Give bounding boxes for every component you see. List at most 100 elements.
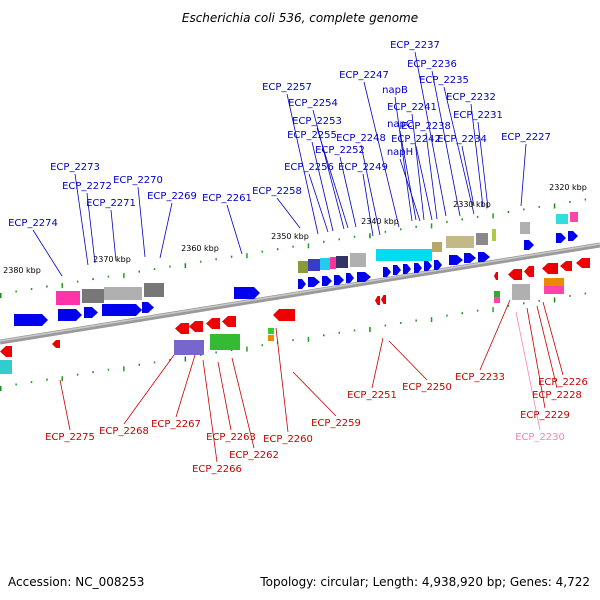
skew-mark: [107, 275, 110, 278]
forward-gene: [449, 255, 463, 265]
skew-mark: [400, 228, 402, 231]
forward-gene-label: ECP_2271: [86, 198, 136, 209]
feature-box: [544, 278, 564, 286]
forward-gene-label: ECP_2261: [202, 193, 252, 204]
leader-line: [312, 109, 345, 230]
reverse-gene: [52, 340, 60, 348]
skew-mark: [30, 288, 33, 290]
reverse-gene: [375, 296, 380, 305]
feature-box: [570, 212, 578, 222]
forward-gene-label: ECP_2257: [262, 82, 312, 93]
leader-line: [477, 121, 489, 209]
forward-gene-label: ECP_2270: [113, 175, 163, 186]
forward-gene: [334, 275, 344, 285]
feature-box: [350, 253, 366, 267]
skew-mark: [30, 381, 33, 384]
forward-gene-label: ECP_2254: [288, 98, 338, 109]
forward-gene: [424, 261, 432, 271]
leader-line: [362, 173, 374, 237]
leader-line: [137, 186, 146, 258]
leader-line: [292, 371, 337, 417]
skew-mark: [446, 314, 448, 317]
leader-line: [339, 156, 357, 228]
skew-mark: [276, 248, 279, 251]
skew-mark: [492, 213, 494, 219]
reverse-gene: [381, 295, 386, 304]
reverse-gene-label: ECP_2226: [538, 377, 588, 388]
leader-line: [520, 143, 527, 207]
forward-gene-label: ECP_2255: [287, 130, 337, 141]
forward-gene: [403, 264, 411, 274]
skew-mark: [430, 317, 433, 323]
skew-mark: [523, 302, 525, 305]
highlighted-gene-label: ECP_2230: [515, 432, 565, 443]
leader-line: [443, 86, 475, 215]
reverse-gene-label: ECP_2275: [45, 432, 95, 443]
scale-tick-label: 2330 kbp: [453, 200, 491, 209]
skew-mark: [353, 329, 356, 332]
leader-line: [74, 173, 89, 266]
feature-box: [56, 291, 80, 305]
reverse-gene-label: ECP_2263: [206, 432, 256, 443]
reverse-gene-label: ECP_2262: [229, 450, 279, 461]
leader-line: [542, 301, 564, 376]
forward-gene-label: ECP_2273: [50, 162, 100, 173]
leader-line: [86, 192, 96, 264]
forward-gene-label: ECP_2242: [391, 134, 441, 145]
feature-box: [556, 214, 568, 224]
leader-line: [431, 70, 461, 217]
leader-line: [399, 130, 417, 221]
skew-mark: [46, 378, 48, 381]
reverse-gene: [175, 323, 189, 334]
summary-text: Topology: circular; Length: 4,938,920 bp…: [259, 575, 590, 589]
feature-box: [432, 242, 442, 252]
skew-mark: [200, 260, 202, 263]
reverse-gene: [273, 309, 295, 321]
gene-labels: ECP_2274 ECP_2273 ECP_2272 ECP_2271 ECP_2270…: [8, 40, 588, 475]
feature-box: [174, 340, 204, 355]
skew-mark: [107, 368, 110, 371]
feature-box: [82, 289, 104, 303]
forward-gene-label: ECP_2248: [336, 133, 386, 144]
backbone-line: [0, 242, 600, 345]
leader-line: [123, 354, 175, 425]
leader-line: [414, 51, 447, 217]
skew-mark: [169, 265, 171, 268]
skew-mark: [384, 230, 387, 233]
skew-mark: [215, 351, 217, 354]
leader-line: [311, 141, 334, 232]
forward-gene: [464, 253, 476, 263]
skew-mark: [92, 278, 94, 281]
forward-gene-label: ECP_2237: [390, 40, 440, 51]
leader-line: [308, 173, 329, 233]
leader-line: [536, 305, 558, 389]
skew-mark: [92, 371, 94, 374]
leader-line: [275, 327, 289, 433]
forward-gene: [14, 314, 48, 326]
reverse-gene-label: ECP_2229: [520, 410, 570, 421]
skew-mark: [400, 322, 402, 324]
leader-line: [415, 145, 433, 221]
skew-mark: [76, 373, 79, 376]
leader-line: [110, 209, 117, 262]
skew-mark: [476, 309, 479, 312]
skew-mark: [430, 223, 433, 229]
skew-mark: [584, 292, 587, 295]
forward-gene: [357, 272, 371, 282]
feature-box: [308, 259, 320, 271]
leader-line: [202, 359, 218, 463]
forward-gene-label: ECP_2252: [315, 145, 365, 156]
skew-mark: [492, 307, 494, 313]
feature-box: [494, 291, 500, 297]
reverse-gene-label: ECP_2228: [532, 390, 582, 401]
forward-gene-label: napH: [387, 147, 413, 158]
gene-track: [0, 212, 590, 374]
skew-mark: [153, 268, 156, 271]
scale-tick-label: 2380 kbp: [3, 266, 41, 275]
skew-mark: [307, 336, 310, 342]
skew-mark: [553, 297, 556, 303]
skew-mark: [138, 363, 140, 366]
skew-mark: [584, 198, 587, 201]
